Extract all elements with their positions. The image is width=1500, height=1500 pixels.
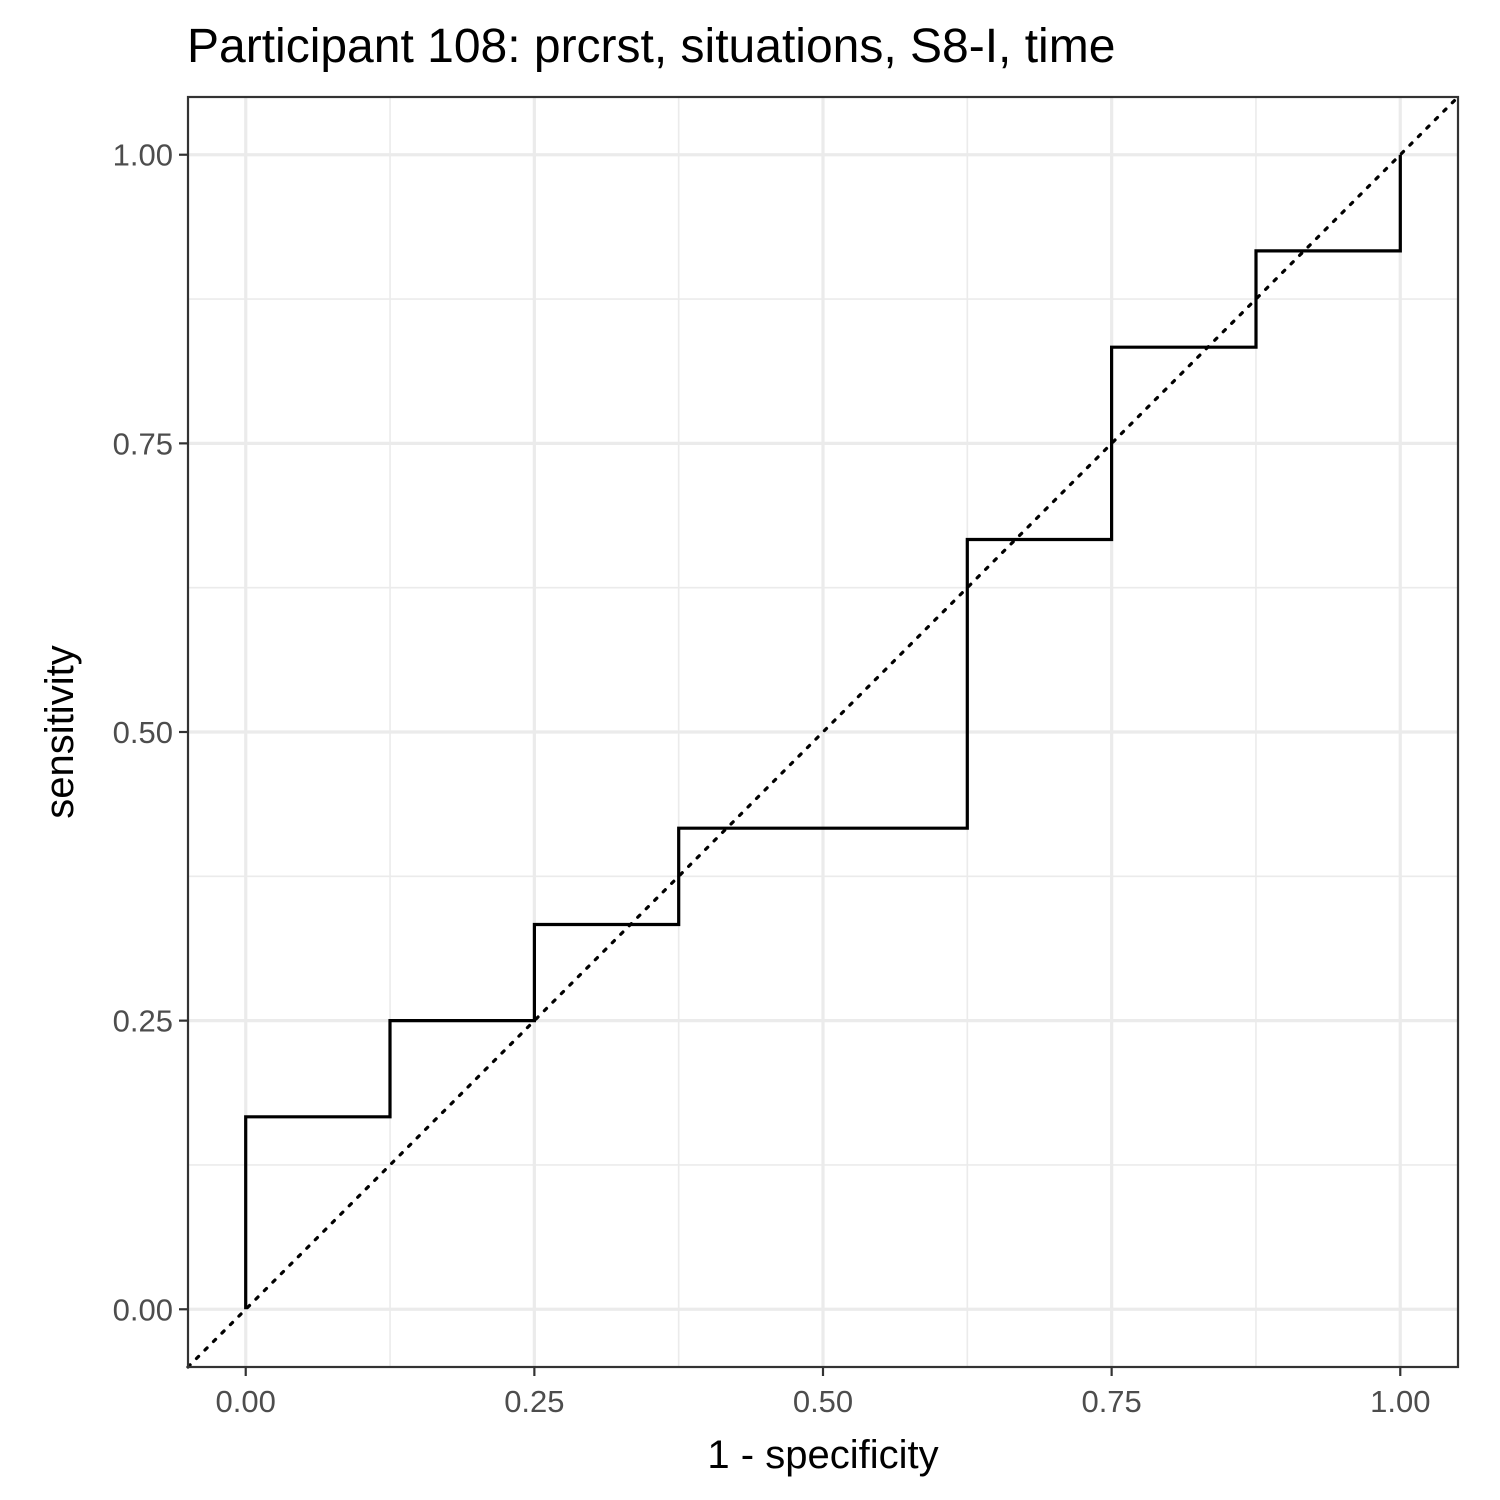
y-axis: 0.00 0.25 0.50 0.75 1.00 — [113, 138, 188, 1327]
y-tick-label: 0.75 — [113, 426, 173, 461]
y-tick-label: 0.50 — [113, 715, 173, 750]
y-axis-title: sensitivity — [38, 645, 82, 818]
x-axis-title: 1 - specificity — [707, 1433, 938, 1477]
x-tick-label: 0.25 — [504, 1384, 564, 1419]
x-tick-label: 1.00 — [1370, 1384, 1430, 1419]
reference-diagonal-line — [186, 95, 1460, 1369]
roc-curve — [244, 154, 1402, 1310]
x-tick-label: 0.75 — [1081, 1384, 1141, 1419]
x-tick-label: 0.00 — [216, 1384, 276, 1419]
x-axis: 0.00 0.25 0.50 0.75 1.00 — [216, 1367, 1430, 1419]
x-tick-label: 0.50 — [793, 1384, 853, 1419]
y-tick-label: 0.25 — [113, 1004, 173, 1039]
y-tick-label: 0.00 — [113, 1292, 173, 1327]
chart-title: Participant 108: prcrst, situations, S8-… — [187, 20, 1115, 73]
y-tick-label: 1.00 — [113, 138, 173, 173]
